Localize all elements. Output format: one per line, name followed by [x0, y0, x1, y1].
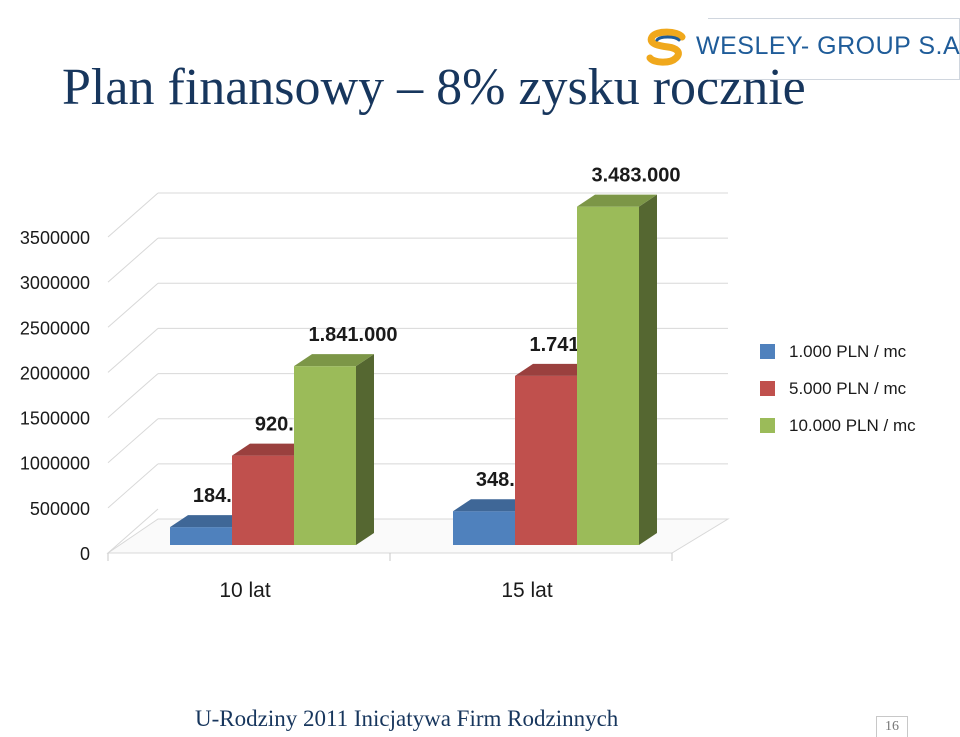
y-axis-tick-label: 3000000: [20, 273, 90, 293]
y-axis-tick-label: 0: [80, 544, 90, 564]
legend-swatch: [760, 381, 775, 396]
data-label: 3.483.000: [592, 165, 681, 187]
chart-legend: 1.000 PLN / mc 5.000 PLN / mc 10.000 PLN /…: [760, 342, 916, 453]
y-axis-tick-label: 500000: [30, 499, 90, 519]
gridline: [107, 237, 159, 283]
legend-label: 5.000 PLN / mc: [789, 378, 907, 398]
gridline: [107, 282, 159, 328]
chart-side-wall-edge: [107, 508, 159, 554]
legend-item: 10.000 PLN / mc: [760, 416, 916, 435]
legend-item: 1.000 PLN / mc: [760, 342, 916, 361]
x-axis-category-label: 10 lat: [219, 579, 271, 602]
legend-item: 5.000 PLN / mc: [760, 379, 916, 398]
bar-top: [294, 354, 374, 367]
slide-title: Plan finansowy – 8% zysku rocznie: [62, 59, 806, 116]
legend-swatch: [760, 418, 775, 433]
data-label: 1.841.000: [309, 324, 398, 346]
y-axis-tick-label: 1500000: [20, 409, 90, 429]
bar: [515, 375, 577, 545]
y-axis-tick-label: 2000000: [20, 363, 90, 383]
bar: [453, 511, 515, 545]
bar-top: [577, 194, 657, 207]
company-logo: WESLEY- GROUP S.A.: [640, 18, 960, 80]
bar-top: [515, 363, 595, 376]
bar: [170, 527, 232, 545]
gridline: [107, 192, 159, 238]
page-number: 16: [876, 716, 908, 737]
bar-top: [170, 515, 250, 528]
bar-side: [639, 194, 657, 545]
bar: [232, 455, 294, 545]
logo-frame-line: [708, 18, 960, 19]
logo-s-icon: [646, 28, 686, 66]
legend-label: 1.000 PLN / mc: [789, 341, 907, 361]
logo-frame-line: [708, 79, 960, 80]
bar-side: [356, 354, 374, 545]
y-axis-tick-label: 1000000: [20, 454, 90, 474]
footer-text: U-Rodziny 2011 Inicjatywa Firm Rodzinnyc…: [195, 706, 619, 731]
logo-text: WESLEY- GROUP S.A.: [696, 32, 960, 60]
bar-top: [453, 499, 533, 512]
gridline: [107, 463, 159, 509]
gridline: [107, 418, 159, 464]
y-axis-tick-label: 3500000: [20, 228, 90, 248]
legend-label: 10.000 PLN / mc: [789, 415, 916, 435]
legend-swatch: [760, 344, 775, 359]
gridline: [107, 373, 159, 418]
bar-top: [232, 443, 312, 456]
y-axis-tick-label: 2500000: [20, 318, 90, 338]
bar: [577, 206, 639, 545]
gridline: [107, 328, 159, 373]
x-axis-category-label: 15 lat: [501, 579, 553, 602]
bar: [294, 366, 356, 545]
